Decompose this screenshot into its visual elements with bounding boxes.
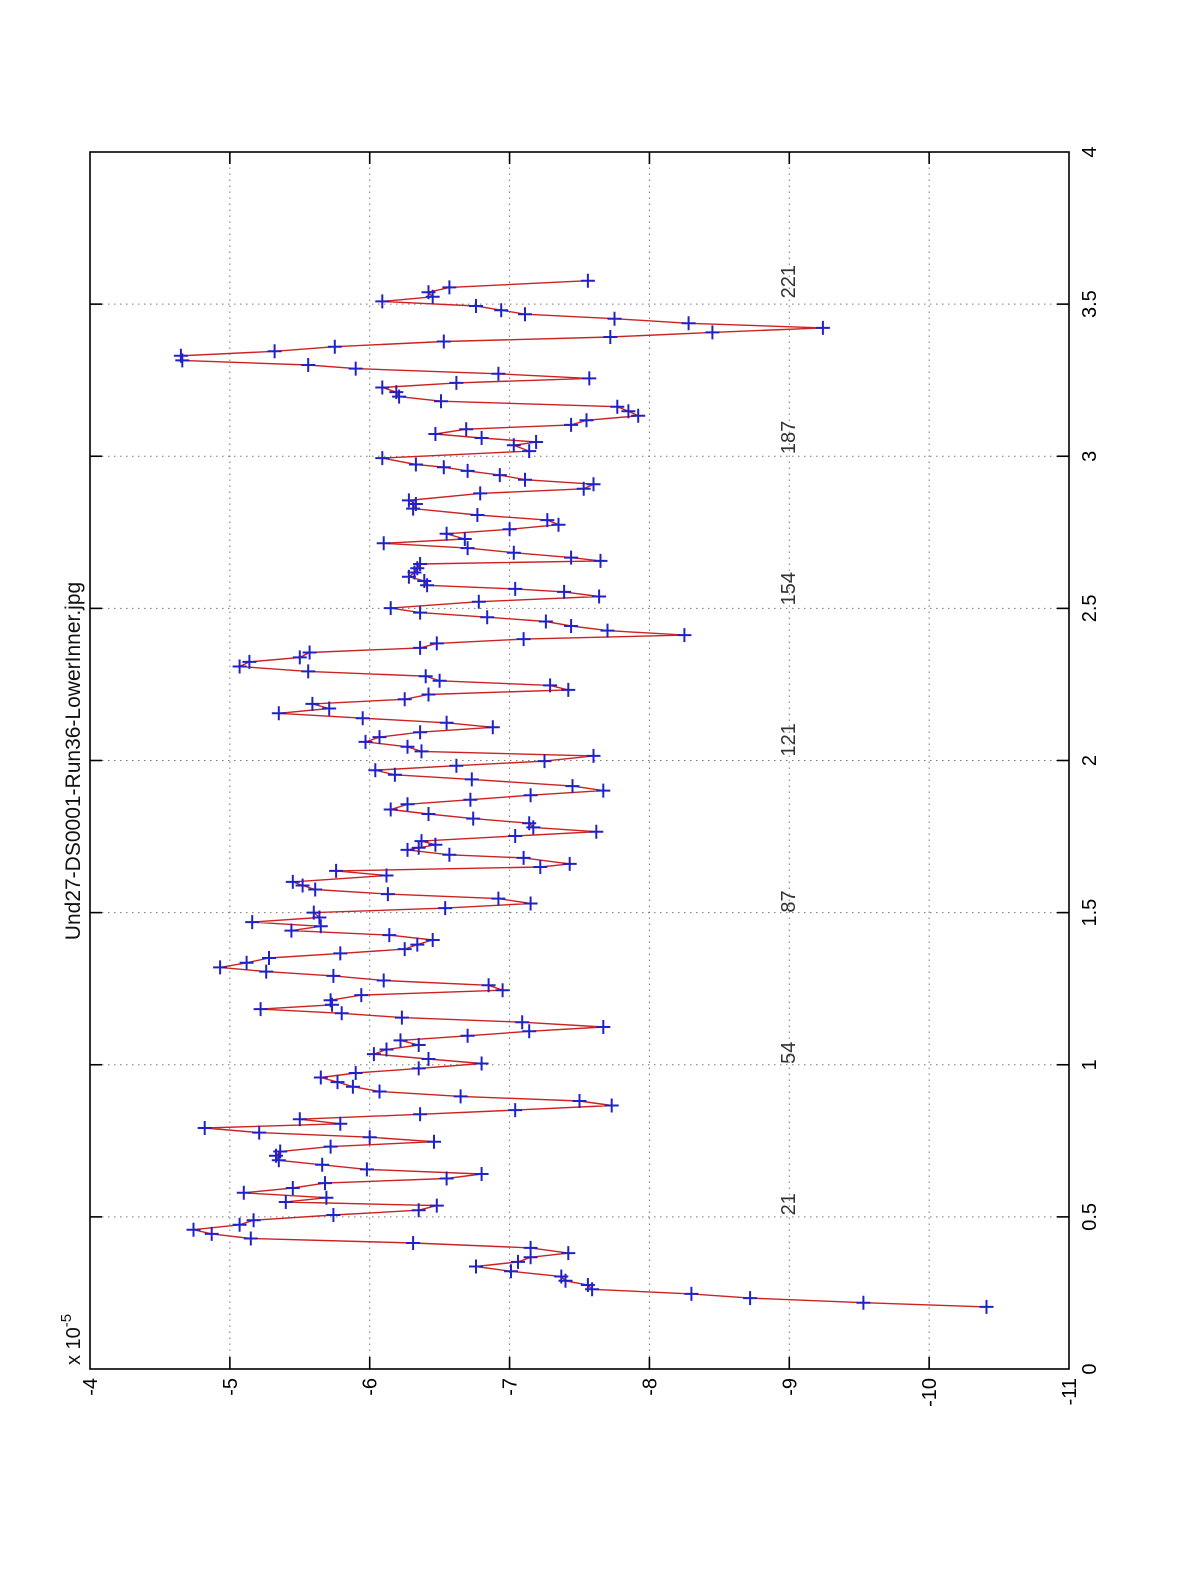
point-index-label: 21 bbox=[778, 1193, 800, 1215]
chart-title: Und27-DS0001-Run36-LowerInner.jpg bbox=[62, 582, 85, 940]
x-tick-label: 2.5 bbox=[1079, 594, 1101, 622]
data-line bbox=[179, 280, 987, 1308]
grid-layer bbox=[90, 152, 1069, 1369]
y-tick-label: -6 bbox=[360, 1378, 382, 1396]
y-tick-label: -10 bbox=[919, 1378, 941, 1407]
y-tick-label: -7 bbox=[500, 1378, 522, 1396]
x-tick-label: 1.5 bbox=[1079, 899, 1101, 927]
data-point-markers bbox=[173, 273, 994, 1314]
point-index-labels: 21 54 87 121 154 187 221 bbox=[778, 265, 800, 1215]
multiplier-exponent: -5 bbox=[58, 1314, 75, 1327]
y-axis-multiplier-label: x 10-5 bbox=[58, 1314, 85, 1365]
x-tick-label: 1 bbox=[1079, 1059, 1101, 1070]
x-tick-label: 0.5 bbox=[1079, 1203, 1101, 1231]
x-tick-label: 3.5 bbox=[1079, 290, 1101, 318]
multiplier-base: x 10 bbox=[63, 1327, 85, 1365]
y-tick-label: -5 bbox=[220, 1378, 242, 1396]
plot-box bbox=[89, 151, 1070, 1370]
point-index-label: 87 bbox=[778, 890, 800, 912]
point-index-label: 187 bbox=[778, 421, 800, 454]
point-index-label: 54 bbox=[778, 1042, 800, 1064]
x-axis-tick-labels: 0 0.5 1 1.5 2 2.5 3 3.5 4 bbox=[1079, 146, 1101, 1374]
plus-marker-path bbox=[173, 273, 994, 1314]
point-index-label: 154 bbox=[778, 572, 800, 605]
y-axis-tick-labels: -4 -5 -6 -7 -8 -9 -10 -11 bbox=[80, 1378, 1081, 1407]
y-tick-label: -9 bbox=[779, 1378, 801, 1396]
y-tick-label: -4 bbox=[80, 1378, 102, 1396]
point-index-label: 121 bbox=[778, 723, 800, 756]
x-tick-label: 0 bbox=[1079, 1363, 1101, 1374]
point-index-label: 221 bbox=[778, 265, 800, 298]
x-tick-label: 2 bbox=[1079, 755, 1101, 766]
x-tick-label: 4 bbox=[1079, 146, 1101, 157]
y-tick-label: -11 bbox=[1059, 1378, 1081, 1405]
x-tick-label: 3 bbox=[1079, 451, 1101, 462]
tick-marks bbox=[90, 152, 1069, 1369]
y-tick-label: -8 bbox=[639, 1378, 661, 1396]
